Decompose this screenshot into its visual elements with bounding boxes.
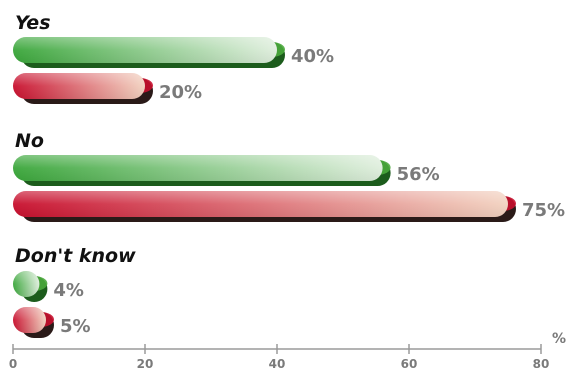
x-tick-label: 60 — [401, 357, 418, 371]
bar-gloss — [13, 37, 277, 63]
bar-gloss — [13, 191, 508, 217]
bar-gloss — [13, 271, 40, 297]
x-tick-label: 0 — [9, 357, 17, 371]
category-label: No — [15, 130, 44, 152]
value-label: 56% — [397, 164, 440, 185]
bar-gloss — [13, 73, 145, 99]
bar-gloss — [13, 307, 46, 333]
bar-gloss — [13, 155, 383, 181]
category-label: Don't know — [15, 245, 136, 267]
x-tick-label: 40 — [269, 357, 286, 371]
x-tick-label: 80 — [533, 357, 550, 371]
bars-layer: Yes 40% 20% No 56% 75% Don't know 4% 5% — [13, 12, 565, 338]
value-label: 4% — [53, 280, 84, 301]
category-label: Yes — [15, 12, 51, 34]
x-unit-label: % — [552, 331, 566, 347]
value-label: 20% — [159, 82, 202, 103]
value-label: 5% — [60, 316, 91, 337]
category-group: Don't know 4% 5% — [13, 245, 136, 338]
x-axis: 0 20 40 60 80% — [9, 331, 566, 371]
category-group: Yes 40% 20% — [13, 12, 334, 104]
value-label: 40% — [291, 46, 334, 67]
value-label: 75% — [522, 200, 565, 221]
x-tick-label: 20 — [137, 357, 154, 371]
category-group: No 56% 75% — [13, 130, 565, 222]
